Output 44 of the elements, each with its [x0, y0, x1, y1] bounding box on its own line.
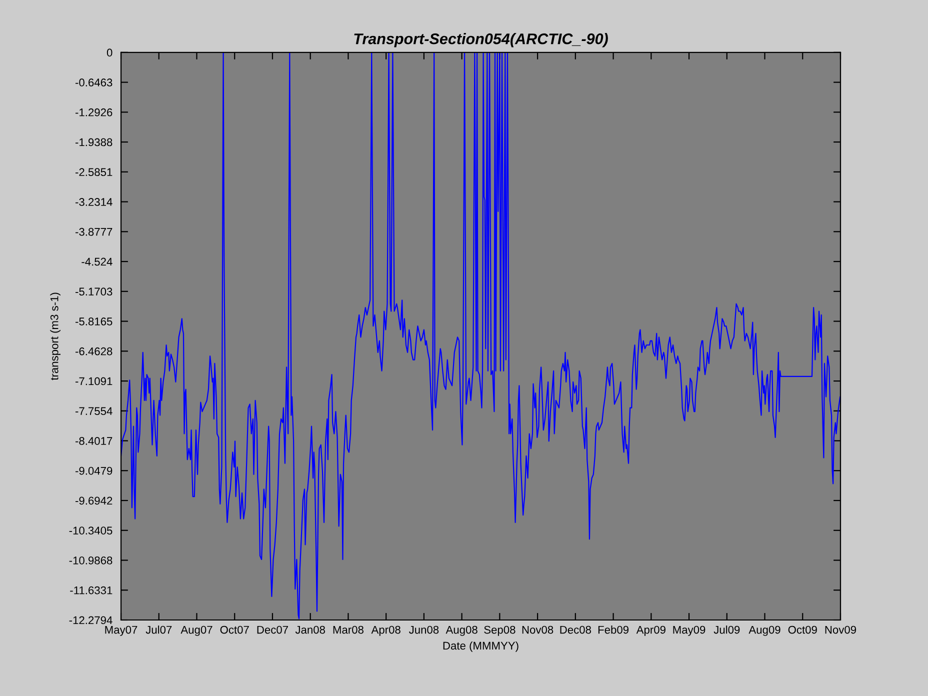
x-tick-label: Sep08: [484, 626, 516, 636]
x-tick-label: May07: [105, 626, 138, 636]
y-tick-label: -12.2794: [69, 616, 112, 624]
y-tick-label: -6.4628: [75, 347, 112, 356]
y-tick-label: -10.9868: [69, 556, 112, 564]
y-tick-label: -7.1091: [75, 377, 112, 386]
x-tick-label: Apr09: [636, 626, 666, 636]
x-tick-label: Jun08: [408, 626, 439, 634]
x-tick-label: Nov09: [825, 626, 856, 634]
y-tick-label: -9.0479: [75, 466, 112, 475]
x-axis-title: Date (MMMYY): [443, 641, 518, 652]
y-tick-label: -3.8777: [75, 228, 112, 236]
y-tick-label: -10.3405: [69, 526, 112, 535]
x-tick-label: Nov08: [522, 626, 554, 634]
x-tick-label: Oct09: [788, 626, 817, 634]
y-tick-label: -7.7554: [75, 407, 112, 416]
y-tick-label: -5.8165: [75, 318, 112, 326]
x-tick-label: Oct07: [220, 626, 249, 634]
x-tick-label: Jul07: [146, 626, 172, 634]
x-tick-label: Aug08: [446, 626, 478, 636]
y-tick-label: -11.6331: [70, 586, 112, 594]
x-tick-label: Dec08: [560, 626, 591, 634]
x-tick-label: Feb09: [598, 626, 629, 634]
y-tick-label: 0: [106, 48, 112, 57]
x-tick-label: Mar08: [333, 626, 364, 634]
y-tick-label: -3.2314: [75, 198, 112, 206]
y-tick-label: -1.2926: [75, 108, 112, 116]
y-axis-title: transport (m3 s-1): [50, 292, 60, 380]
x-tick-label: May09: [673, 626, 706, 636]
y-tick-label: -0.6463: [75, 78, 112, 86]
x-tick-label: Apr08: [371, 626, 400, 636]
line-series: [121, 52, 840, 620]
y-tick-label: -9.6942: [75, 496, 112, 505]
y-tick-label: -2.5851: [75, 168, 112, 176]
y-tick-label: -1.9388: [75, 138, 112, 146]
x-tick-label: Jul09: [714, 626, 740, 634]
x-tick-label: Dec07: [257, 626, 288, 634]
y-tick-label: -8.4017: [75, 437, 112, 445]
y-tick-label: -5.1703: [75, 288, 112, 296]
x-tick-label: Aug07: [180, 626, 212, 636]
chart-title: Transport-Section054(ARCTIC_-90): [354, 33, 608, 48]
x-tick-label: Aug09: [748, 626, 780, 636]
y-tick-label: -4.524: [82, 258, 112, 266]
x-tick-label: Jan08: [295, 626, 325, 634]
